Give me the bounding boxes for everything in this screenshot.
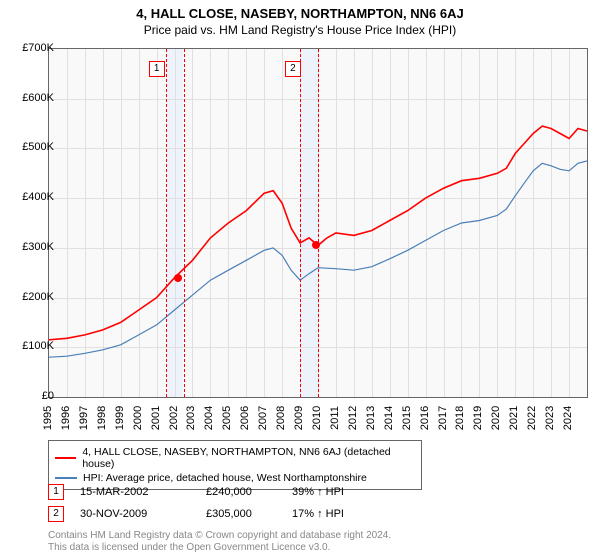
legend-swatch [55,457,76,459]
sale-date: 15-MAR-2002 [80,486,190,498]
sale-price: £240,000 [206,486,276,498]
xtick-label: 2001 [150,403,162,433]
xtick-label: 2016 [419,403,431,433]
legend-swatch [55,477,77,479]
xtick-label: 2011 [329,403,341,433]
footer-attribution: Contains HM Land Registry data © Crown c… [48,530,391,554]
sale-date: 30-NOV-2009 [80,508,190,520]
xtick-label: 2006 [239,403,251,433]
xtick-label: 2010 [311,403,323,433]
xtick-label: 2012 [347,403,359,433]
legend-label: HPI: Average price, detached house, West… [83,472,367,484]
xtick-label: 2004 [203,403,215,433]
xtick-label: 2009 [293,403,305,433]
xtick-label: 2022 [526,403,538,433]
xtick-label: 2014 [383,403,395,433]
ytick-label: £300K [22,241,54,253]
xtick-label: 2017 [437,403,449,433]
xtick-label: 1998 [96,403,108,433]
sale-row: 2 30-NOV-2009 £305,000 17% ↑ HPI [48,506,344,522]
ytick-label: £0 [42,390,54,402]
xtick-label: 2023 [544,403,556,433]
footer-line: Contains HM Land Registry data © Crown c… [48,530,391,542]
sale-marker-icon: 1 [48,484,64,500]
xtick-label: 1999 [114,403,126,433]
xtick-label: 1995 [42,403,54,433]
sale-delta: 17% ↑ HPI [292,508,344,520]
ytick-label: £500K [22,141,54,153]
chart-container: 4, HALL CLOSE, NASEBY, NORTHAMPTON, NN6 … [0,0,600,560]
sale-delta: 39% ↑ HPI [292,486,344,498]
xtick-label: 2005 [221,403,233,433]
sale-point-marker [174,274,182,282]
sale-point-marker [312,241,320,249]
xtick-label: 1997 [78,403,90,433]
ytick-label: £400K [22,191,54,203]
callout-marker: 1 [149,61,165,77]
xtick-label: 2020 [490,403,502,433]
xtick-label: 2000 [132,403,144,433]
footer-line: This data is licensed under the Open Gov… [48,542,391,554]
sale-marker-icon: 2 [48,506,64,522]
sale-price: £305,000 [206,508,276,520]
chart-subtitle: Price paid vs. HM Land Registry's House … [0,21,600,41]
xtick-label: 1996 [60,403,72,433]
xtick-label: 2003 [185,403,197,433]
callout-marker: 2 [285,61,301,77]
ytick-label: £700K [22,42,54,54]
marker-vline [166,49,167,397]
xtick-label: 2024 [562,403,574,433]
xtick-label: 2002 [168,403,180,433]
xtick-label: 2015 [401,403,413,433]
ytick-label: £600K [22,92,54,104]
plot-area: 12 [48,48,588,398]
xtick-label: 2018 [454,403,466,433]
legend-label: 4, HALL CLOSE, NASEBY, NORTHAMPTON, NN6 … [82,446,415,470]
marker-vline [300,49,301,397]
ytick-label: £100K [22,340,54,352]
chart-title: 4, HALL CLOSE, NASEBY, NORTHAMPTON, NN6 … [0,0,600,21]
marker-vline [318,49,319,397]
sale-row: 1 15-MAR-2002 £240,000 39% ↑ HPI [48,484,344,500]
legend: 4, HALL CLOSE, NASEBY, NORTHAMPTON, NN6 … [48,440,422,490]
xtick-label: 2007 [257,403,269,433]
xtick-label: 2008 [275,403,287,433]
legend-item: 4, HALL CLOSE, NASEBY, NORTHAMPTON, NN6 … [55,445,415,471]
xtick-label: 2021 [508,403,520,433]
xtick-label: 2019 [472,403,484,433]
legend-item: HPI: Average price, detached house, West… [55,471,415,485]
marker-vline [184,49,185,397]
xtick-label: 2013 [365,403,377,433]
ytick-label: £200K [22,291,54,303]
